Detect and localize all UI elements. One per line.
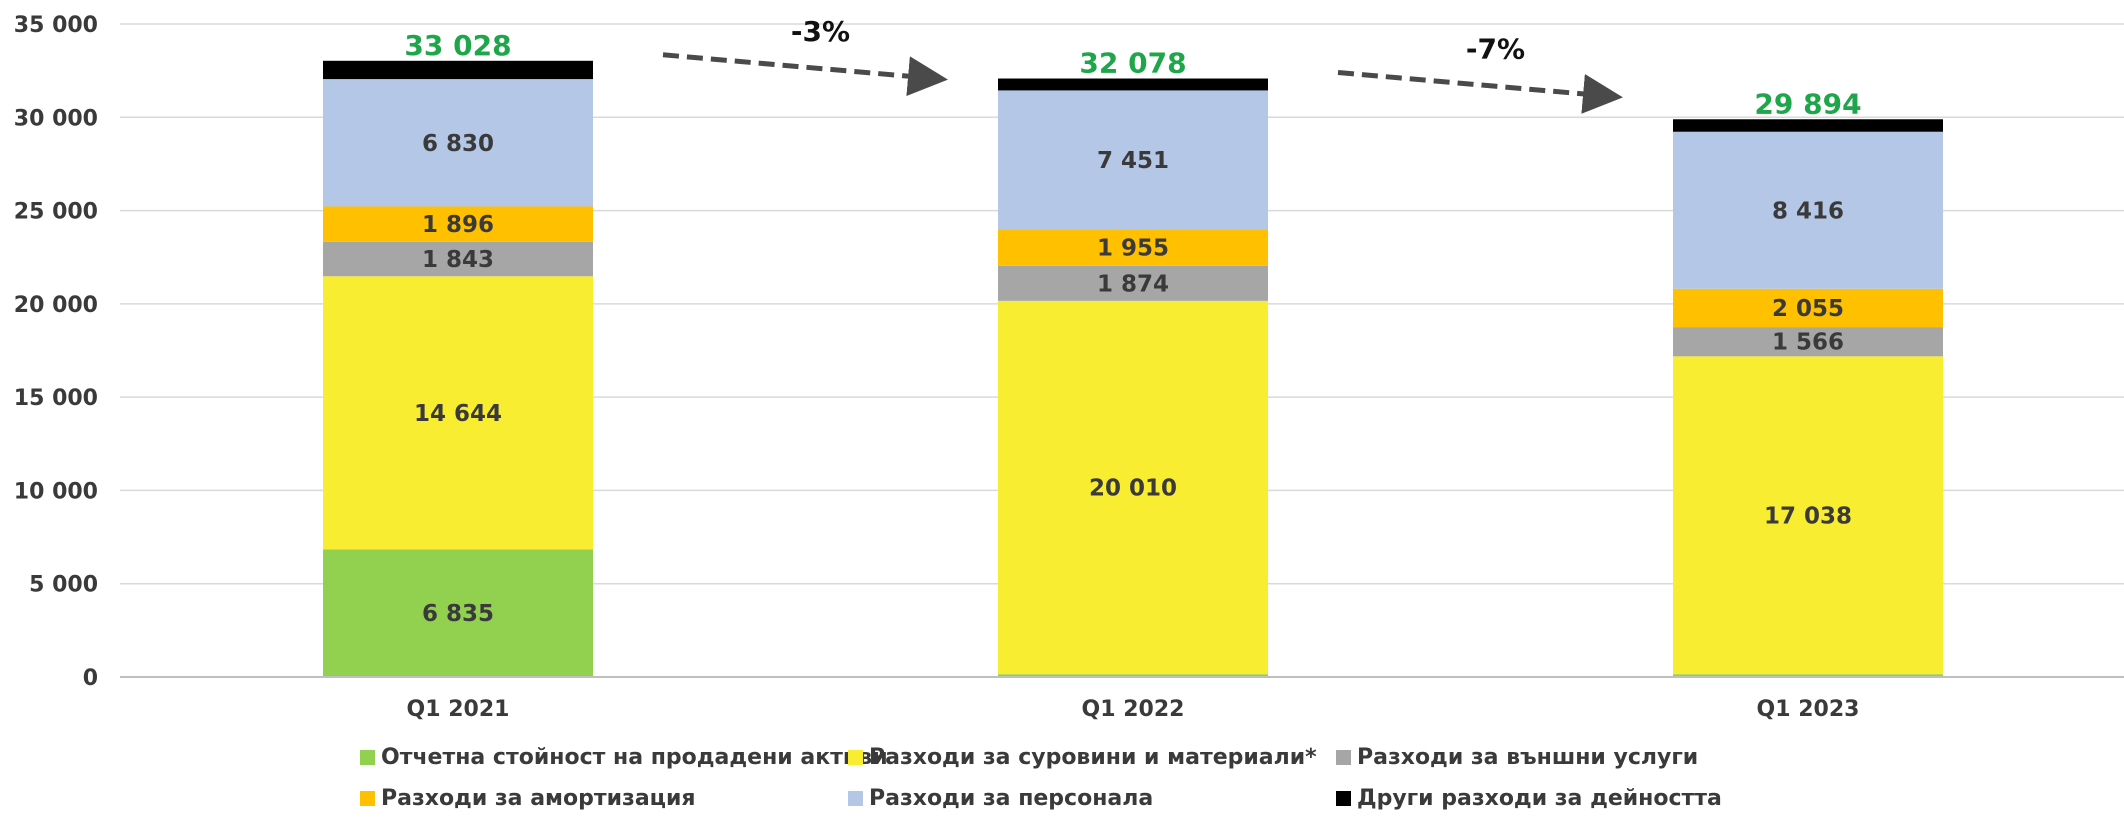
change-arrow — [662, 52, 948, 97]
legend-swatch — [1336, 750, 1351, 765]
legend-item: Разходи за суровини и материали* — [848, 745, 1336, 770]
legend-item: Разходи за персонала — [848, 786, 1336, 811]
y-axis: 0 5 000 10 000 15 000 20 000 25 000 30 000 35 0… — [14, 13, 98, 691]
bar-segment — [323, 60, 593, 80]
legend-item: Разходи за външни услуги — [1336, 745, 1736, 770]
bar-segment — [1673, 131, 1943, 289]
legend-swatch — [848, 791, 863, 806]
y-tick-label: 15 000 — [14, 386, 98, 411]
legend-item: Разходи за амортизация — [360, 786, 848, 811]
y-tick-label: 0 — [83, 666, 98, 691]
legend-item: Отчетна стойност на продадени активи — [360, 745, 888, 770]
legend-label: Разходи за персонала — [869, 786, 1154, 811]
legend-swatch — [360, 791, 375, 806]
legend-label: Други разходи за дейността — [1357, 786, 1722, 811]
legend-swatch — [1336, 791, 1351, 806]
segment-value-label: 1 566 — [1772, 330, 1844, 356]
bar-segment — [998, 229, 1268, 266]
bar-segment — [323, 241, 593, 277]
legend-swatch — [360, 750, 375, 765]
bar-segment — [998, 674, 1268, 677]
segment-value-label: 17 038 — [1764, 503, 1852, 529]
segment-value-label: 8 416 — [1772, 198, 1844, 224]
y-tick-label: 10 000 — [14, 479, 98, 504]
stacked-bar-chart: 0 5 000 10 000 15 000 20 000 25 000 30 000 35 0… — [14, 13, 2124, 722]
x-axis: Q1 2021 Q1 2022 Q1 2023 — [120, 676, 2124, 722]
segment-value-label: 20 010 — [1089, 476, 1177, 502]
data-labels: 6 835 14 644 1 843 1 896 6 830 33 028 20 010 1 … — [404, 29, 1861, 627]
bar-segment — [1673, 288, 1943, 328]
change-percent-label: -3% — [791, 15, 850, 48]
segment-value-label: 1 843 — [422, 247, 494, 273]
segment-value-label: 1 955 — [1097, 236, 1169, 262]
bar-segment — [323, 276, 593, 550]
bar-segment — [323, 549, 593, 677]
legend-label: Разходи за суровини и материали* — [869, 745, 1317, 770]
y-tick-label: 25 000 — [14, 200, 98, 225]
x-tick-label: Q1 2023 — [1757, 697, 1860, 722]
bar-segment — [998, 90, 1268, 230]
y-tick-label: 20 000 — [14, 293, 98, 318]
segment-value-label: 7 451 — [1097, 148, 1169, 174]
bar-segment — [323, 206, 593, 242]
x-tick-label: Q1 2022 — [1082, 697, 1185, 722]
segment-value-label: 1 896 — [422, 212, 494, 238]
bars — [323, 60, 1943, 677]
bar-segment — [1673, 119, 1943, 132]
y-tick-label: 35 000 — [14, 13, 98, 38]
segment-value-label: 14 644 — [414, 401, 502, 427]
x-tick-label: Q1 2021 — [407, 697, 510, 722]
segment-value-label: 6 830 — [422, 131, 494, 157]
legend-item: Други разходи за дейността — [1336, 786, 1736, 811]
legend: Отчетна стойност на продадени активи Разх… — [360, 745, 1760, 811]
legend-label: Отчетна стойност на продадени активи — [381, 745, 888, 770]
bar-segment — [998, 265, 1268, 301]
bar-segment — [323, 79, 593, 207]
legend-label: Разходи за външни услуги — [1357, 745, 1699, 770]
total-value-label: 32 078 — [1079, 47, 1186, 80]
legend-label: Разходи за амортизация — [381, 786, 696, 811]
change-annotations: -3% -7% — [662, 15, 1623, 114]
change-percent-label: -7% — [1466, 33, 1525, 66]
bar-segment — [998, 78, 1268, 91]
bar-segment — [1673, 356, 1943, 675]
segment-value-label: 2 055 — [1772, 296, 1844, 322]
y-tick-label: 5 000 — [29, 573, 98, 598]
segment-value-label: 6 835 — [422, 601, 494, 627]
change-arrow — [1337, 70, 1623, 114]
segment-value-label: 1 874 — [1097, 271, 1169, 297]
legend-swatch — [848, 750, 863, 765]
total-value-label: 33 028 — [404, 29, 511, 62]
bar-segment — [1673, 327, 1943, 357]
y-tick-label: 30 000 — [14, 106, 98, 131]
total-value-label: 29 894 — [1754, 87, 1861, 120]
bar-segment — [998, 300, 1268, 675]
bar-segment — [1673, 674, 1943, 677]
